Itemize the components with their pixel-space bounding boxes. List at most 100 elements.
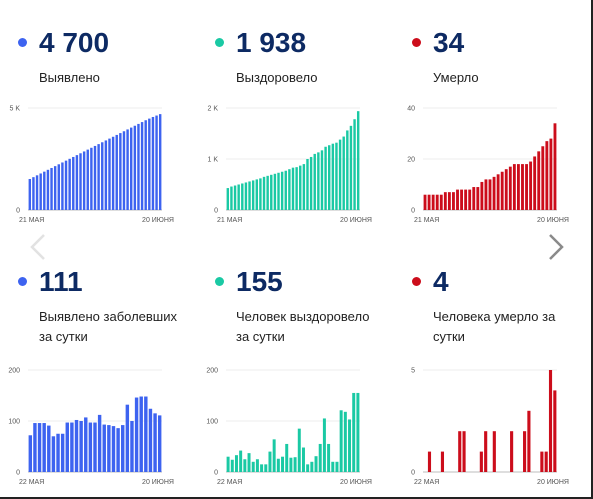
bar [266,175,269,210]
bar [288,169,291,210]
bar [301,447,305,472]
bar [338,139,342,210]
bar [452,192,455,210]
bar [111,426,116,472]
bar [102,424,106,472]
bar [28,435,33,472]
y-tick-label: 0 [16,208,20,215]
bar [468,189,472,210]
bar [293,457,297,472]
bar [108,138,111,210]
bar [280,171,284,210]
x-tick-label: 20 ИЮНЯ [537,217,569,224]
bar [157,415,162,472]
bar [259,178,262,210]
bar [90,147,93,210]
bar [237,184,240,210]
bar [28,178,32,210]
series-dot [412,277,421,286]
y-tick-label: 40 [407,106,415,113]
bar [268,451,272,472]
bar [70,422,74,472]
bar [61,162,64,210]
bar [320,150,324,210]
y-tick-label: 0 [214,208,218,215]
bar [233,185,237,210]
bar [234,455,238,472]
chevron-left-icon [30,234,45,260]
bar [37,423,42,472]
x-tick-label: 20 ИЮНЯ [142,217,174,224]
bar [488,179,492,210]
stat-value: 4 [433,266,449,297]
bar [255,459,259,472]
bar [68,158,71,210]
bar [447,192,451,210]
bar [139,396,143,472]
bar [42,423,46,472]
bar [462,431,466,472]
bar [53,166,57,210]
bar [289,457,293,472]
bar [306,159,309,210]
bar [35,175,39,210]
bar [548,370,553,472]
bar [281,456,285,472]
stat-value: 4 700 [39,27,110,58]
bar [64,160,68,210]
bar [479,451,483,472]
bar [533,156,537,210]
bar [248,181,251,210]
bar [65,422,69,472]
bar [349,125,353,210]
bar [79,421,83,472]
bar [309,156,313,210]
bar [247,453,251,472]
bar [74,419,79,472]
stat-value: 34 [433,27,465,58]
carousel-next-button[interactable] [543,232,569,262]
bar [342,136,345,210]
bar [460,189,464,210]
bar [239,450,243,472]
bar [464,189,468,210]
x-tick-label: 22 МАЯ [414,479,439,486]
stat-row: 4 700 [18,24,208,64]
bar [79,153,82,210]
bar [115,134,118,210]
y-tick-label: 0 [411,470,415,477]
bar [544,451,548,472]
bar [322,418,326,472]
bar [158,114,162,210]
bar [553,390,557,472]
bar [310,461,314,472]
bar [260,464,264,472]
bar [306,464,310,472]
bar [276,458,280,472]
stat-label: Выздоровело [236,70,318,85]
bar [86,149,89,210]
bar [97,414,102,472]
bar [348,419,352,472]
carousel-prev-button[interactable] [26,232,52,262]
stat-label: Умерло [433,70,479,85]
bar [484,431,488,472]
bar [504,169,508,210]
bar [56,433,60,472]
bar [327,443,331,472]
bar [277,172,280,210]
y-tick-label: 200 [8,368,20,375]
bar [111,136,115,210]
bar [148,118,151,210]
bar [295,167,298,210]
y-tick-label: 0 [214,470,218,477]
stat-value: 1 938 [236,27,307,58]
series-dot [215,38,224,47]
bar [125,404,130,472]
bar [335,461,339,472]
y-tick-label: 2 K [207,106,218,113]
bar [32,177,35,210]
y-tick-label: 100 [206,419,218,426]
bar [525,164,528,210]
bar [84,417,88,472]
